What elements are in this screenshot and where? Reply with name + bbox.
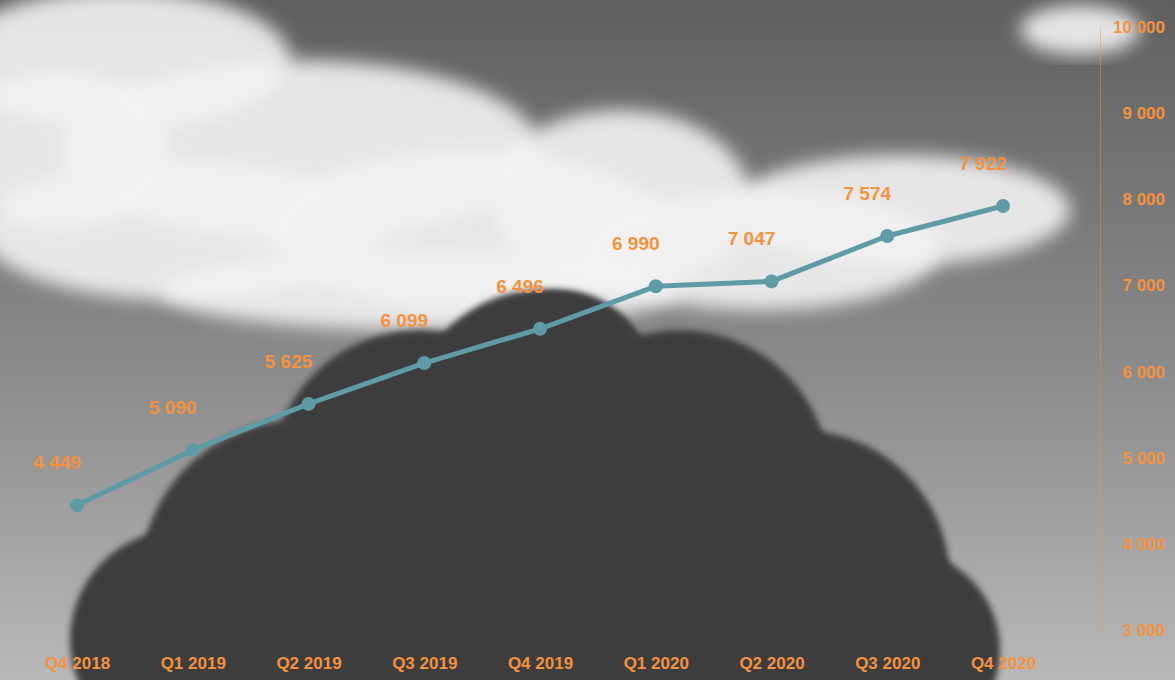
plot-area (70, 199, 1010, 512)
y-tick: 7 000 (1100, 276, 1165, 295)
y-axis: 3 000 4 000 5 000 6 000 7 000 8 000 9 000 10 00… (1100, 18, 1165, 640)
x-tick-label: Q4 2018 (45, 654, 110, 673)
y-tick-label: 5 000 (1122, 449, 1165, 468)
x-tick-label: Q1 2020 (624, 654, 689, 673)
line (77, 206, 1003, 505)
data-label: 7 574 (843, 183, 891, 204)
y-tick-label: 8 000 (1122, 190, 1165, 209)
point (765, 274, 779, 288)
y-axis-line (1100, 28, 1101, 631)
y-tick-label: 9 000 (1122, 104, 1165, 123)
point (417, 356, 431, 370)
x-tick-label: Q1 2019 (161, 654, 226, 673)
point (996, 199, 1010, 213)
data-label: 7 047 (728, 228, 776, 249)
x-tick: Q4 2020 (971, 645, 1036, 673)
data-label: 6 099 (380, 310, 428, 331)
cloud (730, 155, 1070, 265)
x-tick-label: Q2 2020 (739, 654, 804, 673)
x-tick-label: Q3 2019 (392, 654, 457, 673)
background (0, 0, 1175, 680)
y-tick: 3 000 (1100, 621, 1165, 640)
x-tick: Q3 2019 (392, 645, 457, 673)
point (533, 322, 547, 336)
point (302, 397, 316, 411)
x-tick-label: Q4 2020 (971, 654, 1036, 673)
data-label: 6 496 (496, 276, 544, 297)
data-label: 4 449 (33, 452, 81, 473)
y-tick-label: 6 000 (1122, 363, 1165, 382)
data-label: 7 922 (959, 153, 1007, 174)
y-tick: 10 000 (1100, 18, 1165, 37)
data-label: 6 990 (612, 233, 660, 254)
x-tick: Q1 2020 (624, 645, 689, 673)
y-tick: 9 000 (1100, 104, 1165, 123)
x-tick: Q1 2019 (161, 645, 226, 673)
tree (470, 290, 650, 470)
y-tick-label: 10 000 (1113, 18, 1165, 37)
x-tick: Q2 2019 (276, 645, 341, 673)
y-tick: 5 000 (1100, 449, 1165, 468)
data-label: 5 090 (149, 397, 197, 418)
x-axis: Q4 2018 Q1 2019 Q2 2019 Q3 2019 Q4 2019 Q1 20… (45, 645, 1036, 673)
x-tick: Q2 2020 (739, 645, 804, 673)
x-tick-label: Q4 2019 (508, 654, 573, 673)
x-tick: Q4 2018 (45, 645, 110, 673)
data-label: 5 625 (265, 351, 313, 372)
x-tick-label: Q3 2020 (855, 654, 920, 673)
y-tick-label: 7 000 (1122, 276, 1165, 295)
x-tick: Q4 2019 (508, 645, 573, 673)
y-tick-label: 3 000 (1122, 621, 1165, 640)
chart: 3 000 4 000 5 000 6 000 7 000 8 000 9 000 10 00… (0, 0, 1175, 680)
x-tick: Q3 2020 (855, 645, 920, 673)
y-tick: 8 000 (1100, 190, 1165, 209)
point (880, 229, 894, 243)
point (70, 498, 84, 512)
point (649, 279, 663, 293)
point (186, 443, 200, 457)
y-tick: 6 000 (1100, 363, 1165, 382)
y-tick: 4 000 (1100, 535, 1165, 554)
x-tick-label: Q2 2019 (276, 654, 341, 673)
y-tick-label: 4 000 (1122, 535, 1165, 554)
data-labels: 4 449 5 090 5 625 6 099 6 496 6 990 7 047 7 574… (33, 153, 1007, 473)
cloud (0, 70, 170, 230)
